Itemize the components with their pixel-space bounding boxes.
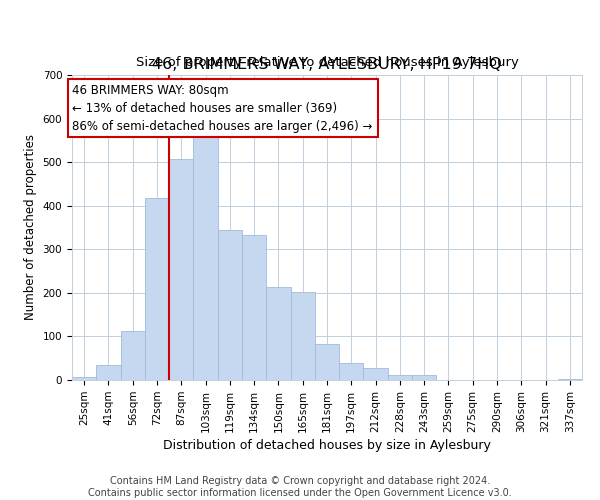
- Bar: [266, 287, 290, 380]
- Bar: [558, 378, 582, 380]
- Bar: [121, 331, 145, 380]
- Bar: [96, 365, 121, 380]
- Bar: [72, 376, 96, 380]
- Bar: [145, 198, 169, 380]
- Bar: [315, 344, 339, 380]
- Bar: [169, 158, 193, 380]
- Text: Contains HM Land Registry data © Crown copyright and database right 2024.
Contai: Contains HM Land Registry data © Crown c…: [88, 476, 512, 498]
- Bar: [242, 235, 266, 380]
- Bar: [364, 368, 388, 380]
- Bar: [290, 292, 315, 380]
- Y-axis label: Number of detached properties: Number of detached properties: [24, 134, 37, 320]
- X-axis label: Distribution of detached houses by size in Aylesbury: Distribution of detached houses by size …: [163, 439, 491, 452]
- Title: 46, BRIMMERS WAY, AYLESBURY, HP19 7HQ: 46, BRIMMERS WAY, AYLESBURY, HP19 7HQ: [152, 58, 502, 72]
- Text: 46 BRIMMERS WAY: 80sqm
← 13% of detached houses are smaller (369)
86% of semi-de: 46 BRIMMERS WAY: 80sqm ← 13% of detached…: [73, 84, 373, 132]
- Bar: [339, 364, 364, 380]
- Bar: [218, 230, 242, 380]
- Text: Size of property relative to detached houses in Aylesbury: Size of property relative to detached ho…: [136, 56, 518, 69]
- Bar: [388, 375, 412, 380]
- Bar: [412, 375, 436, 380]
- Bar: [193, 128, 218, 380]
